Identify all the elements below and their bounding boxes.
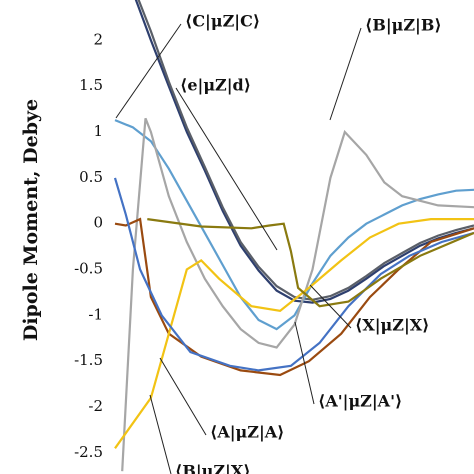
leader-line — [149, 394, 172, 474]
y-tick-label: 1.5 — [79, 76, 103, 94]
y-tick-label: 0.5 — [79, 168, 103, 186]
series-annotation: ⟨A|μZ|A⟩ — [210, 423, 284, 442]
series-annotation: ⟨C|μZ|C⟩ — [185, 12, 260, 31]
leader-line — [329, 27, 362, 121]
y-tick-label: 2 — [93, 30, 103, 48]
series-line — [114, 218, 474, 449]
series-line — [134, 0, 474, 304]
series-annotation: ⟨B|μZ|B⟩ — [365, 16, 442, 35]
plot-area — [113, 0, 474, 472]
y-tick-label: -2 — [88, 397, 103, 415]
leader-line — [175, 87, 278, 251]
series-annotation: ⟨B|μZ|X⟩ — [175, 462, 251, 474]
y-tick-label: -1 — [88, 305, 103, 323]
leader-line — [159, 357, 207, 436]
series-annotation: ⟨e|μZ|d⟩ — [180, 76, 251, 95]
series-line — [121, 117, 474, 472]
series-line — [114, 119, 474, 331]
annotations: ⟨X|μZ|X⟩ ⟨C|μZ|C⟩ ⟨B|μZ|B⟩ ⟨A|μZ|A⟩ ⟨B|μZ|X⟩… — [115, 12, 442, 474]
series-annotation: ⟨X|μZ|X⟩ — [355, 316, 429, 335]
series-line — [114, 217, 474, 377]
leader-line — [294, 321, 315, 405]
series-line — [113, 177, 474, 372]
y-tick-label: 1 — [93, 122, 103, 140]
y-axis-label: Dipole Moment, Debye — [20, 99, 42, 341]
y-tick-label: -1.5 — [74, 351, 103, 369]
leader-line — [309, 284, 352, 329]
y-tick-label: -0.5 — [74, 260, 103, 278]
leader-line — [115, 23, 182, 119]
series-line — [147, 218, 474, 308]
y-tick-label: 0 — [93, 214, 103, 232]
y-tick-label: -2.5 — [74, 443, 103, 461]
series-annotation: ⟨A'|μZ|A'⟩ — [318, 392, 402, 411]
